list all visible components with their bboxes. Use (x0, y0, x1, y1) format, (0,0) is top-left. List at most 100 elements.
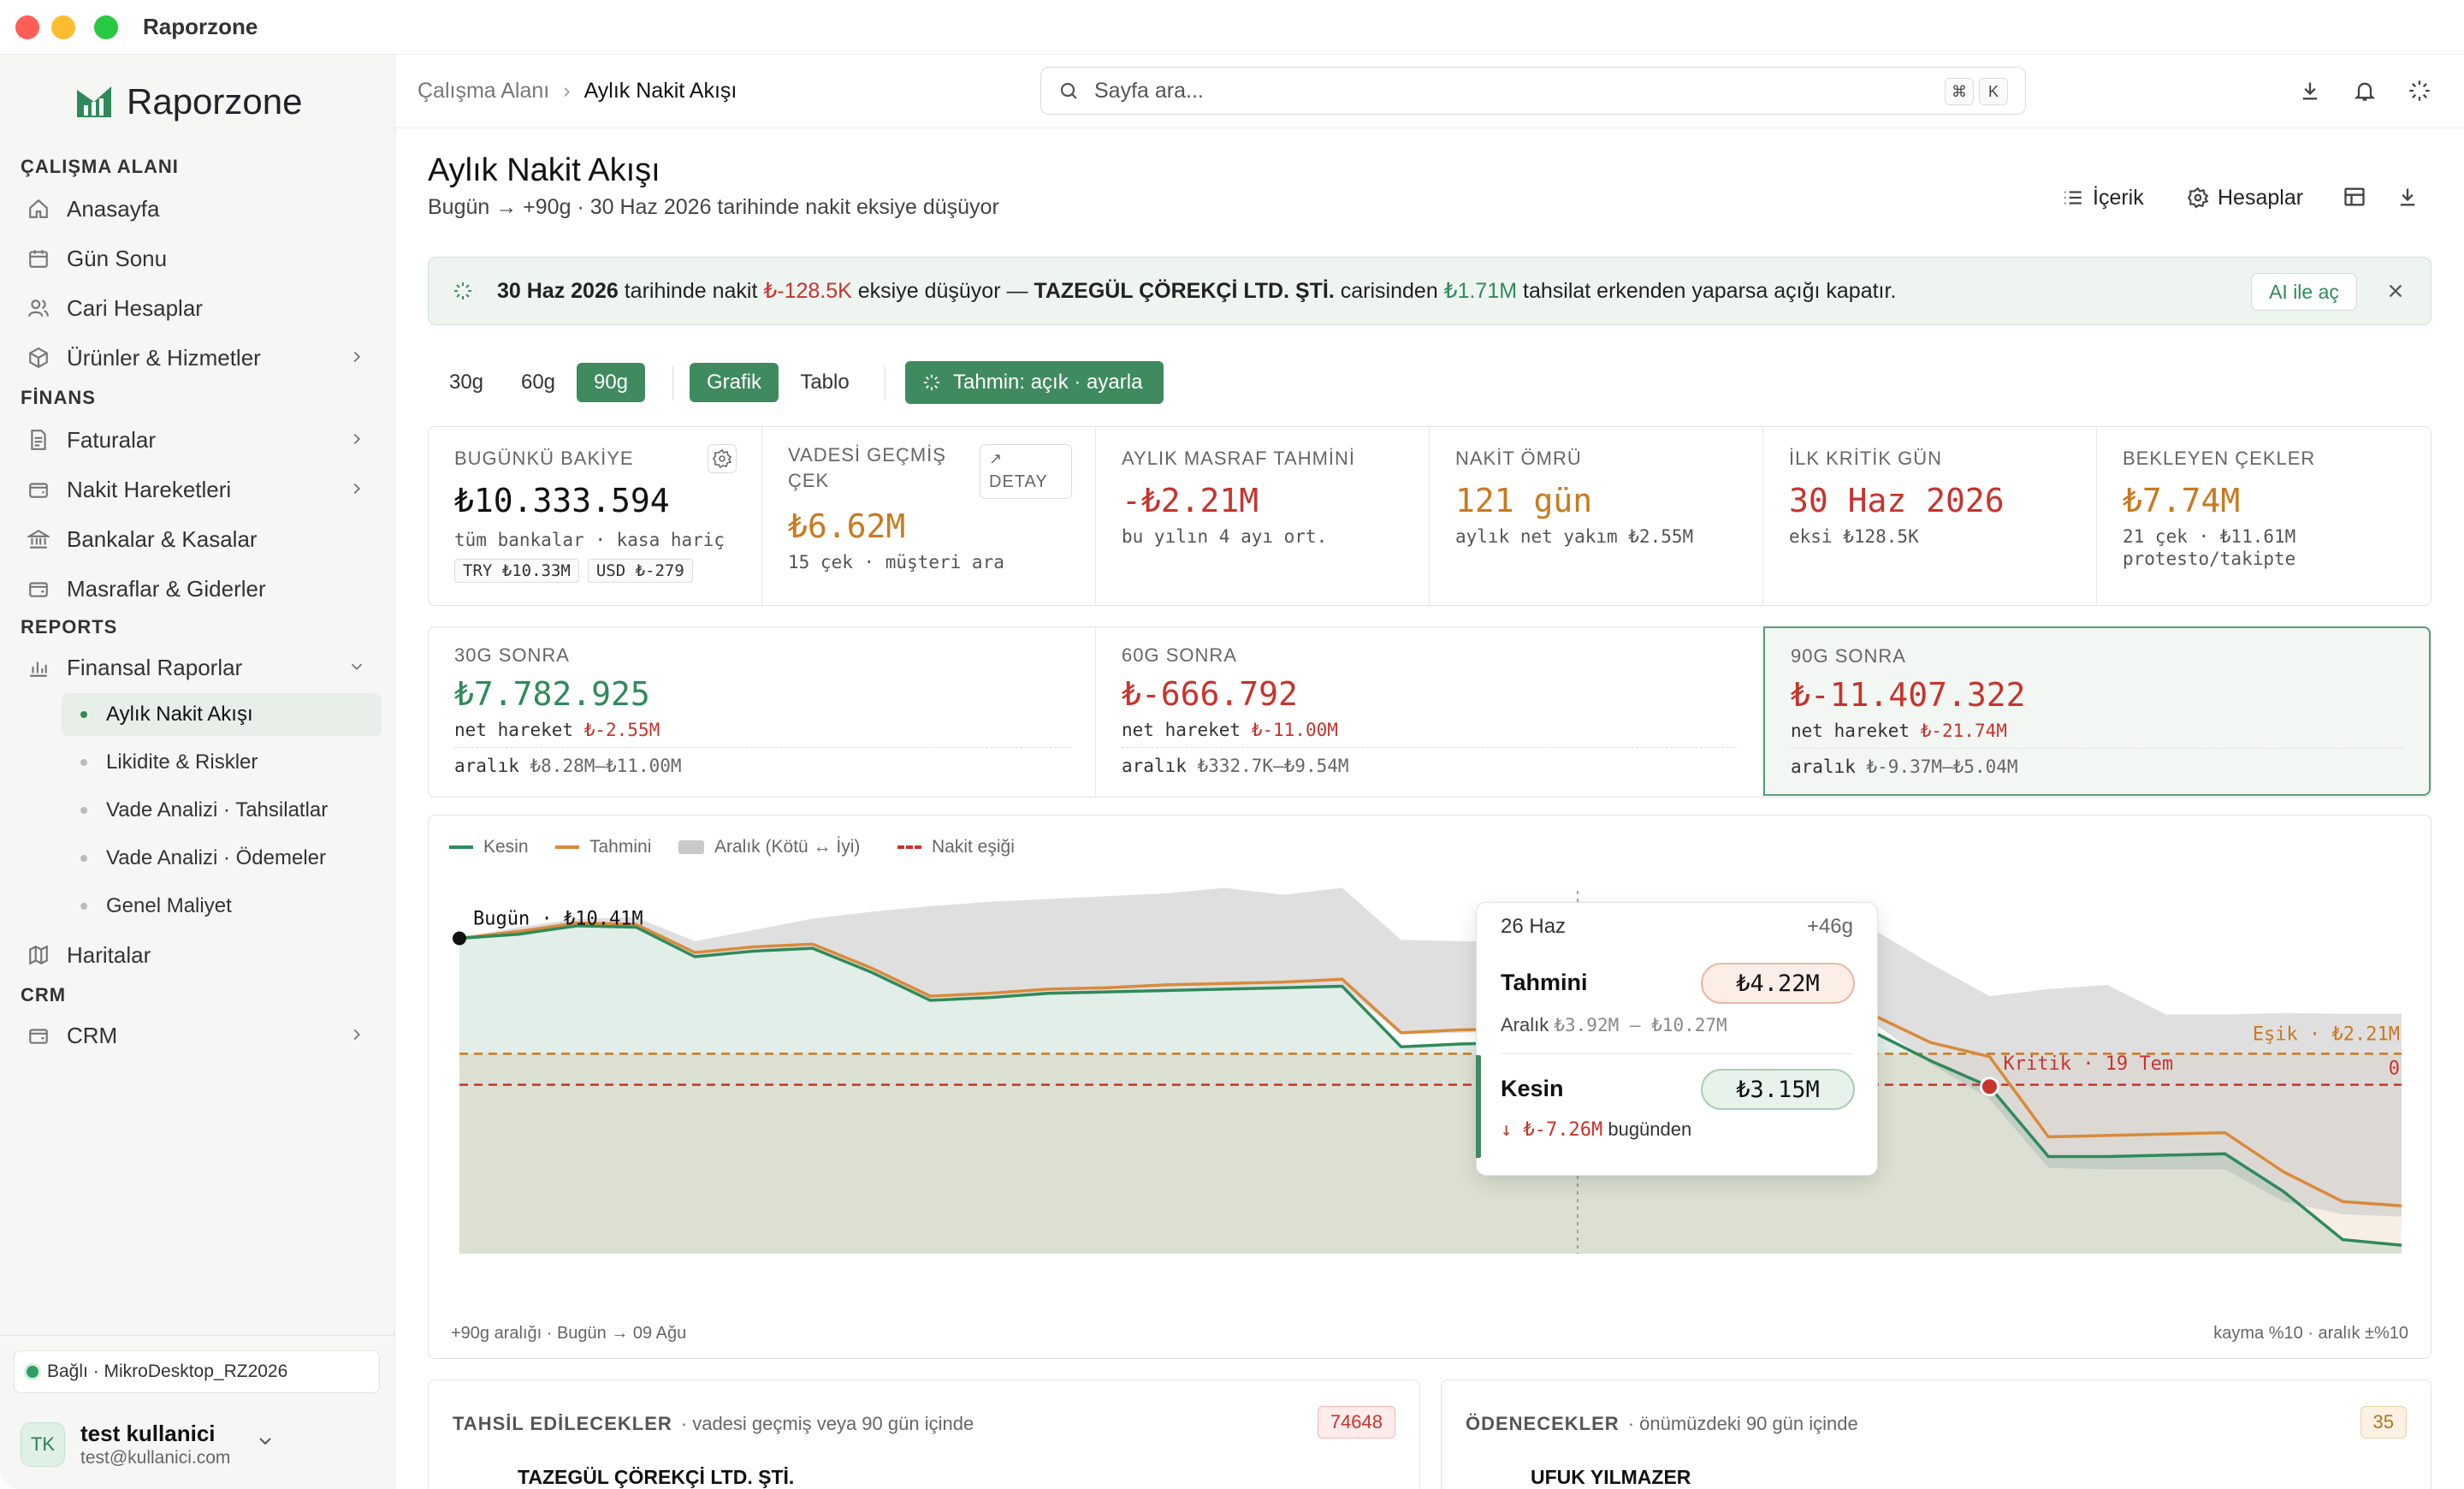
download-icon[interactable] (2396, 185, 2420, 209)
sidebar-item-invoices[interactable]: Faturalar (21, 418, 378, 462)
kbd-cmd: ⌘ (1945, 78, 1974, 105)
chart-footer-right: kayma %10 · aralık ±%10 (2213, 1324, 2408, 1343)
connected-status-icon (27, 1366, 38, 1378)
gear-icon[interactable] (708, 444, 737, 473)
kpi-note[interactable]: 15 çek · müşteri ara (788, 552, 1004, 572)
alert-collect: ₺1.71M (1443, 279, 1518, 303)
legend-range[interactable]: Aralık (Kötü ↔ İyi) (678, 834, 860, 860)
sidebar-subitem-liquidity[interactable]: Likidite & Riskler (62, 741, 382, 784)
sidebar-item-accounts[interactable]: Cari Hesaplar (21, 286, 378, 330)
forecast-toggle-button[interactable]: Tahmin: açık · ayarla (905, 361, 1164, 404)
loader-icon[interactable] (2408, 79, 2431, 103)
range-30g[interactable]: 30g (448, 371, 484, 394)
sidebar-item-end-of-day[interactable]: Gün Sonu (21, 236, 378, 281)
projection-value: ₺7.782.925 (454, 675, 650, 713)
map-icon (29, 945, 48, 965)
legend-swatch (897, 845, 921, 849)
chevron-down-icon (259, 1438, 271, 1445)
sidebar-item-maps[interactable]: Haritalar (21, 933, 378, 977)
critical-label: Kritik · 19 Tem (2003, 1053, 2173, 1075)
projection-range: aralık ₺8.28M–₺11.00M (454, 756, 682, 776)
projection-30g[interactable]: 30G SONRA ₺7.782.925 net hareket ₺-2.55M… (429, 627, 1096, 797)
range-90g[interactable]: 90g (577, 363, 645, 402)
bell-icon[interactable] (2353, 79, 2377, 103)
view-table[interactable]: Tablo (800, 371, 850, 394)
legend-forecast[interactable]: Tahmini (555, 834, 651, 860)
search-input[interactable]: Sayfa ara... ⌘ K (1040, 67, 2026, 115)
close-window-button[interactable] (15, 15, 39, 39)
forecast-series-line (459, 921, 2402, 1207)
section-workspace: ÇALIŞMA ALANI (21, 156, 179, 177)
brand[interactable]: Raporzone (75, 80, 302, 123)
accounts-button[interactable]: Hesaplar (2187, 183, 2303, 212)
chevron-right-icon: › (563, 79, 571, 103)
table-icon[interactable] (2343, 185, 2366, 209)
sidebar-subitem-label: Vade Analizi · Tahsilatlar (106, 798, 329, 822)
divider (1122, 747, 1737, 748)
sidebar-item-financial-reports[interactable]: Finansal Raporlar (21, 645, 378, 690)
breadcrumb-current: Aylık Nakit Akışı (583, 79, 737, 103)
user-menu[interactable]: TK test kullanici test@kullanici.com (21, 1410, 380, 1479)
cash-flow-chart[interactable]: Bugün · ₺10.41M Eşik · ₺2.21M 0 Kritik · 19… (429, 816, 2431, 1359)
sidebar-item-cash-movements[interactable]: Nakit Hareketleri (21, 467, 378, 512)
maximize-window-button[interactable] (94, 15, 118, 39)
legend-swatch (555, 845, 579, 849)
bar-chart-icon (30, 661, 47, 677)
sidebar-item-expenses[interactable]: Masraflar & Giderler (21, 567, 378, 611)
subtitle-text: · önümüzdeki 90 gün içinde (1627, 1413, 1858, 1434)
connection-status[interactable]: Bağlı · MikroDesktop_RZ2026 (14, 1350, 380, 1393)
sidebar-item-home[interactable]: Anasayfa (21, 187, 378, 231)
sidebar-item-products[interactable]: Ürünler & Hizmetler (21, 335, 378, 380)
box-icon (29, 347, 48, 369)
sidebar-item-label: Bankalar & Kasalar (67, 525, 258, 552)
sidebar-item-crm[interactable]: CRM (21, 1013, 378, 1058)
sidebar-subitem-aging-collections[interactable]: Vade Analizi · Tahsilatlar (62, 789, 382, 832)
kpi-label: VADESİ GEÇMİŞ ÇEK (788, 444, 946, 491)
download-icon[interactable] (2298, 79, 2322, 103)
sidebar-subitem-label: Genel Maliyet (106, 894, 232, 917)
legend-label: Kesin (483, 837, 529, 857)
list-item[interactable]: UFUK YILMAZER (1531, 1466, 1691, 1488)
range-value: ₺3.92M — ₺10.27M (1554, 1015, 1727, 1035)
card-title: TAHSİL EDİLECEKLER · vadesi geçmiş veya 9… (453, 1413, 974, 1435)
breadcrumb-workspace[interactable]: Çalışma Alanı (418, 79, 550, 103)
chart-footer-left: +90g aralığı · Bugün → 09 Ağu (451, 1324, 687, 1343)
critical-point (1979, 1077, 1999, 1097)
divider (1501, 1053, 1853, 1054)
view-chart[interactable]: Grafik (690, 363, 779, 402)
tooltip-offset: +46g (1806, 915, 1853, 938)
range-label: aralık (1122, 756, 1187, 776)
window-title: Raporzone (143, 14, 258, 39)
range-value: ₺8.28M–₺11.00M (530, 756, 682, 776)
list-item[interactable]: TAZEGÜL ÇÖREKÇİ LTD. ŞTİ. (518, 1466, 795, 1488)
alert-banner: 30 Haz 2026 tarihinde nakit ₺-128.5K eks… (428, 257, 2431, 325)
ai-open-button[interactable]: AI ile aç (2251, 273, 2357, 311)
contents-label: İçerik (2093, 185, 2144, 210)
legend-actual[interactable]: Kesin (449, 834, 529, 860)
projection-60g[interactable]: 60G SONRA ₺-666.792 net hareket ₺-11.00M… (1096, 627, 1763, 797)
logo-icon (77, 86, 111, 117)
minimize-window-button[interactable] (51, 15, 75, 39)
kpi-note: aylık net yakım ₺2.55M (1455, 526, 1694, 547)
detail-button[interactable]: ↗ DETAY (980, 444, 1072, 499)
close-icon[interactable] (2386, 282, 2405, 300)
legend-label: Aralık (Kötü ↔ İyi) (714, 837, 861, 857)
projection-90g[interactable]: 90G SONRA ₺-11.407.322 net hareket ₺-21.… (1763, 626, 2431, 796)
kpi-pending-checks: BEKLEYEN ÇEKLER ₺7.74M 21 çek · ₺11.61M … (2097, 427, 2431, 605)
tooltip-actual-value: ₺3.15M (1701, 1069, 1855, 1110)
legend-swatch (678, 840, 704, 854)
range-label: aralık (1791, 756, 1856, 777)
legend-label: Nakit eşiği (932, 837, 1015, 857)
sidebar-item-label: Haritalar (67, 941, 151, 968)
chart-tooltip: 26 Haz +46g Tahmini ₺4.22M Aralık ₺3.92M… (1476, 902, 1878, 1176)
sidebar-subitem-monthly-cash-flow[interactable]: Aylık Nakit Akışı (62, 693, 382, 736)
legend-threshold[interactable]: Nakit eşiği (897, 834, 1015, 860)
projection-range: aralık ₺332.7K–₺9.54M (1122, 756, 1349, 776)
sidebar-item-banks[interactable]: Bankalar & Kasalar (21, 517, 378, 561)
contents-button[interactable]: İçerik (2062, 183, 2144, 212)
sidebar-subitem-general-cost[interactable]: Genel Maliyet (62, 885, 382, 928)
sidebar-subitem-aging-payments[interactable]: Vade Analizi · Ödemeler (62, 837, 382, 880)
title-text: TAHSİL EDİLECEKLER (453, 1413, 672, 1434)
receivables-card: TAHSİL EDİLECEKLER · vadesi geçmiş veya 9… (428, 1379, 1420, 1489)
range-60g[interactable]: 60g (520, 371, 556, 394)
